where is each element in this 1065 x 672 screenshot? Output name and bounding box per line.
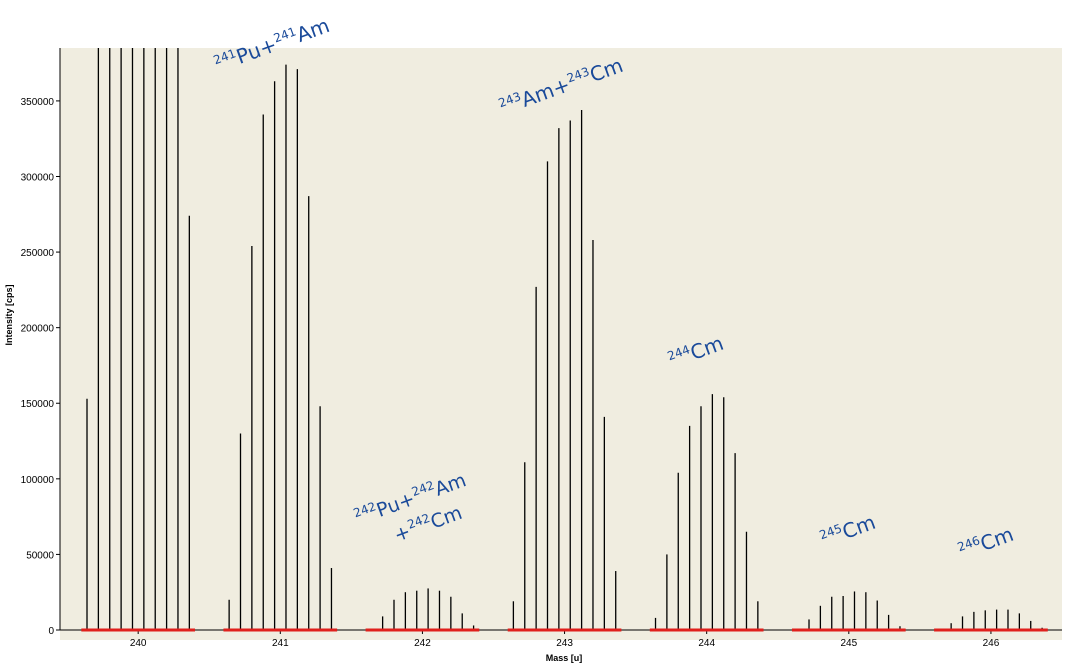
x-axis-ticks: 240 241 242 243 244 245 246 [130,630,1000,649]
isotope-label-242b: +242Cm [391,500,466,547]
y-tick-label: 200000 [21,324,55,335]
peak-bars [86,48,1043,630]
x-axis-title: Mass [u] [546,653,583,663]
element-symbol: Am [293,13,332,47]
y-axis-title: Intensity [cps] [4,284,14,345]
x-tick-label: 244 [698,638,715,649]
y-axis-ticks: 0 50000 100000 150000 200000 250000 300000 3500… [21,97,60,637]
plus-sign: + [391,521,413,547]
x-tick-label: 240 [130,638,147,649]
y-tick-label: 100000 [21,475,55,486]
plus-sign: + [549,72,573,100]
x-tick-label: 242 [414,638,431,649]
y-tick-label: 350000 [21,97,55,108]
plus-sign: + [256,32,280,60]
x-tick-label: 241 [272,638,289,649]
x-tick-label: 246 [983,638,1000,649]
y-tick-label: 250000 [21,248,55,259]
y-tick-label: 0 [48,626,54,637]
x-tick-label: 243 [556,638,573,649]
plus-sign: + [395,488,417,514]
x-tick-label: 245 [840,638,857,649]
y-tick-label: 50000 [26,550,54,561]
plot-background [60,48,1062,640]
y-tick-label: 300000 [21,172,55,183]
y-tick-label: 150000 [21,399,55,410]
